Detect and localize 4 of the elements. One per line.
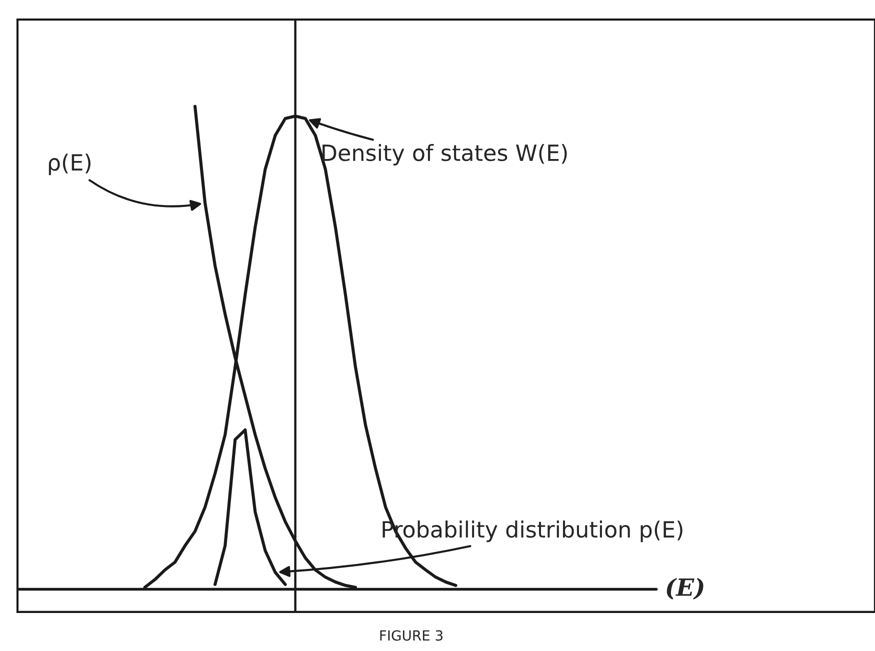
text: (E) [666,578,704,600]
caption: FIGURE 3 [380,630,442,641]
legend-label: Density of states W(E) [322,144,567,166]
text: ρ(E) [48,154,90,176]
